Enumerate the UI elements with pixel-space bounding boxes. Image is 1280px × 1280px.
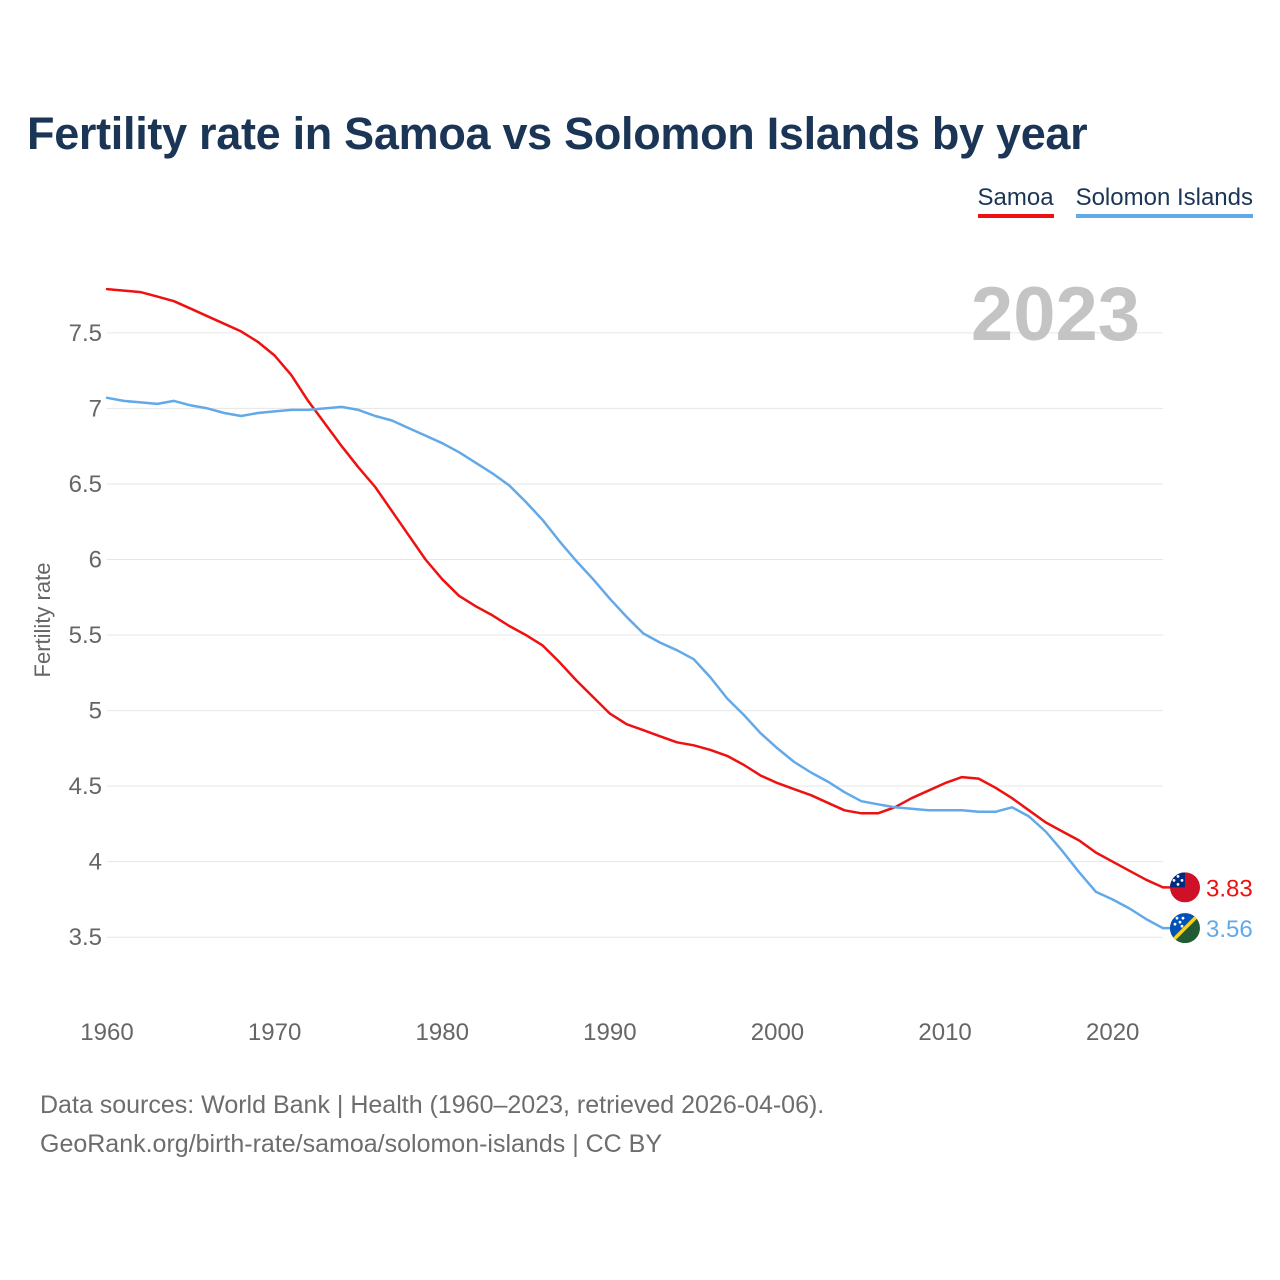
x-tick-label: 1970 [248,1019,301,1046]
chart-title: Fertility rate in Samoa vs Solomon Islan… [27,108,1088,159]
y-tick-label: 5 [89,698,102,725]
y-axis-title: Fertility rate [30,563,55,678]
legend-item-samoa[interactable]: Samoa [977,184,1054,218]
footer: Data sources: World Bank | Health (1960–… [40,1086,824,1164]
y-tick-label: 6.5 [69,471,102,498]
y-tick-label: 4.5 [69,773,102,800]
y-tick-label: 4 [89,849,102,876]
y-tick-label: 3.5 [69,924,102,951]
x-tick-label: 2020 [1086,1019,1139,1046]
x-tick-label: 2010 [918,1019,971,1046]
samoa-flag-icon [1170,872,1200,903]
y-tick-label: 7 [89,395,102,422]
line-chart: 2023 Fertility rate 3.544.555.566.577.5 … [30,272,1253,1046]
legend-item-solomon-islands[interactable]: Solomon Islands [1075,184,1253,218]
x-tick-label: 1960 [80,1019,133,1046]
series-line-solomon-islands [105,396,1165,930]
samoa-end-value-label: 3.83 [1206,875,1253,902]
y-tick-label: 6 [89,547,102,574]
y-tick-label: 7.5 [69,320,102,347]
year-watermark: 2023 [971,272,1140,357]
x-tick-label: 1980 [416,1019,469,1046]
y-tick-label: 5.5 [69,622,102,649]
x-tick-label: 1990 [583,1019,636,1046]
solomon-islands-flag-icon [1170,913,1200,944]
data-sources-note: Data sources: World Bank | Health (1960–… [40,1091,825,1119]
x-tick-label: 2000 [751,1019,804,1046]
legend: Samoa Solomon Islands [977,184,1253,218]
series-line-samoa [105,287,1165,889]
solomon-islands-end-value-label: 3.56 [1206,916,1253,943]
attribution-link[interactable]: GeoRank.org/birth-rate/samoa/solomon-isl… [40,1130,663,1158]
